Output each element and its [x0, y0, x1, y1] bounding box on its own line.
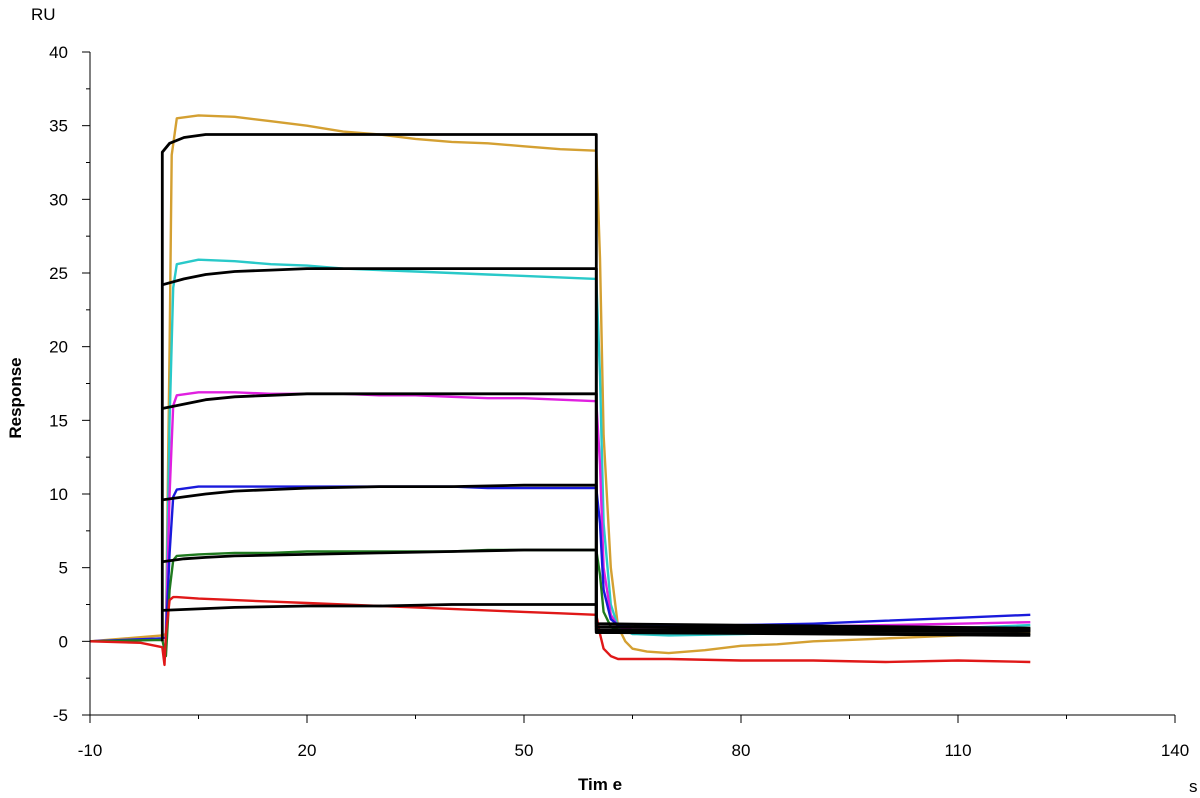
data-curve-0	[89, 114, 1031, 655]
data-curve-4	[89, 548, 1031, 658]
y-ticks: -5 0 5 10 15 20 25 30 35 40	[49, 43, 90, 725]
y-tick-label: 35	[49, 117, 68, 136]
y-tick-label: 10	[49, 485, 68, 504]
data-curve-5	[89, 595, 1031, 667]
data-curve-3	[89, 485, 1031, 643]
y-tick-label: -5	[53, 706, 68, 725]
fit-curve-7	[161, 267, 1031, 630]
data-curve-1	[89, 258, 1031, 643]
fit-curve-8	[162, 392, 1031, 631]
y-axis-title: Response	[6, 357, 25, 438]
x-tick-label: 20	[298, 741, 317, 760]
y-tick-label: 15	[49, 411, 68, 430]
fit-curve-9	[162, 483, 1031, 633]
y-unit-label: RU	[31, 5, 56, 24]
x-tick-label: 80	[732, 741, 751, 760]
x-tick-label: -10	[78, 741, 103, 760]
y-tick-label: 25	[49, 264, 68, 283]
y-tick-label: 0	[59, 632, 68, 651]
x-tick-label: 50	[515, 741, 534, 760]
x-tick-label: 140	[1161, 741, 1189, 760]
y-tick-label: 30	[49, 190, 68, 209]
y-tick-label: 5	[59, 559, 68, 578]
fit-curve-6	[160, 133, 1031, 642]
fit-curve-11	[162, 603, 1031, 637]
y-tick-label: 40	[49, 43, 68, 62]
x-axis-title: Tim e	[578, 775, 622, 794]
x-unit-label: s	[1189, 777, 1198, 796]
x-tick-label: 110	[944, 741, 971, 760]
y-tick-label: 20	[49, 338, 68, 357]
x-ticks: -10 20 50 80 110 140	[78, 715, 1189, 760]
series-layer	[89, 114, 1031, 667]
fit-curve-10	[162, 548, 1031, 636]
